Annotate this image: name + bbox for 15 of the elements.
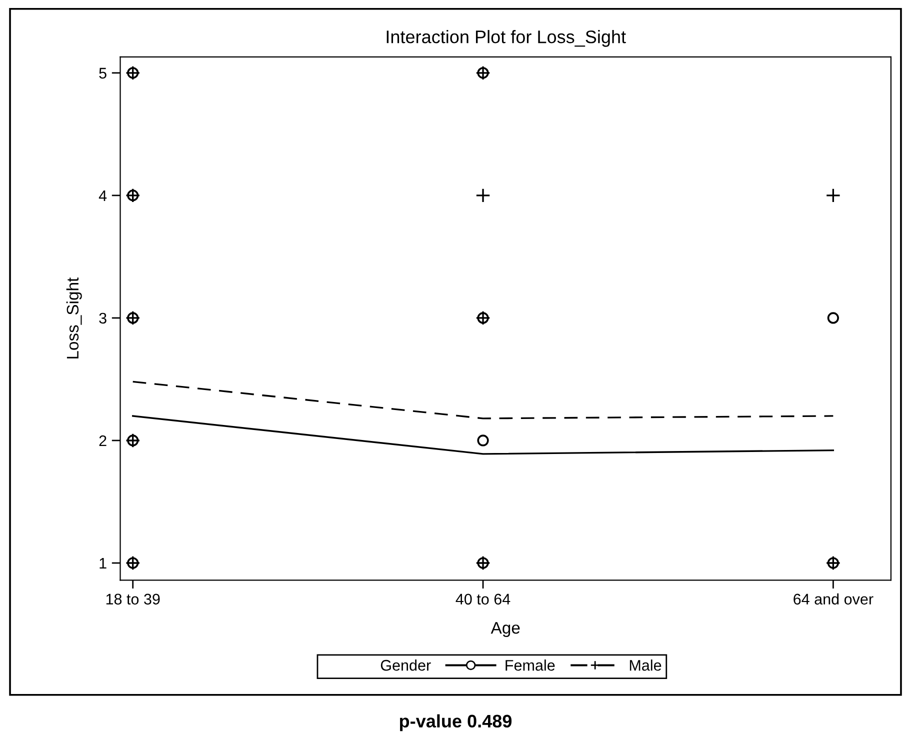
y-tick-label: 2 — [99, 435, 106, 446]
x-axis-title: Age — [490, 622, 520, 638]
x-tick-label: 64 and over — [794, 593, 874, 605]
x-tick-label: 18 to 39 — [106, 594, 160, 605]
x-tick-label: 40 to 64 — [456, 594, 510, 605]
y-axis-title: Loss_Sight — [66, 277, 82, 358]
y-tick-label: 4 — [98, 190, 107, 201]
text: p-value 0.489 — [400, 714, 512, 732]
legend-title: Gender — [380, 660, 431, 671]
chart-title: Interaction Plot for Loss_Sight — [386, 30, 626, 47]
y-tick-label: 5 — [99, 68, 106, 79]
legend-label: Male — [630, 660, 662, 671]
y-tick-label: 3 — [99, 312, 106, 324]
y-tick-label: 1 — [100, 558, 106, 569]
legend-label: Female — [506, 660, 555, 671]
